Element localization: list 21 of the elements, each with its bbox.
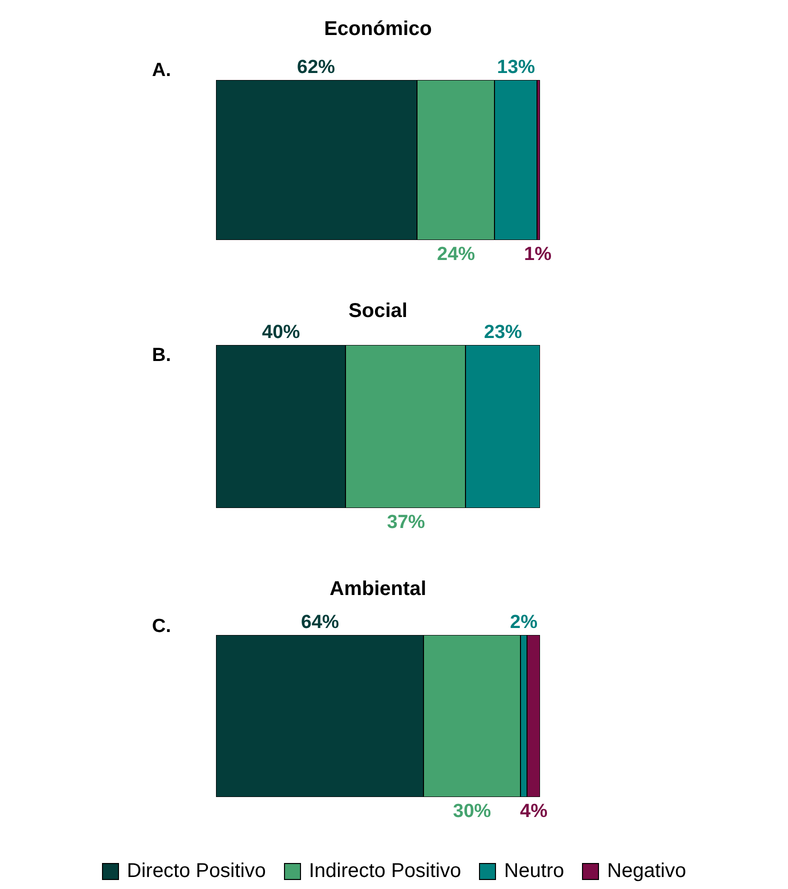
data-label: 30%	[453, 801, 492, 822]
data-label: 13%	[497, 57, 536, 78]
legend-label: Directo Positivo	[126, 860, 266, 883]
text: B.	[152, 345, 171, 366]
data-label: 24%	[437, 244, 476, 265]
data-label: 1%	[524, 244, 552, 265]
data-label: 4%	[520, 801, 548, 822]
chart-title: Económico	[324, 18, 432, 40]
legend-label: Neutro	[504, 860, 564, 883]
legend-label: Negativo	[607, 860, 686, 883]
chart-title: Ambiental	[330, 578, 426, 600]
legend-label: Indirecto Positivo	[308, 860, 462, 883]
data-label: 2%	[510, 612, 538, 633]
text: C.	[152, 616, 171, 637]
data-label: 64%	[301, 612, 340, 633]
data-label: 62%	[297, 57, 336, 78]
text: A.	[152, 60, 171, 81]
data-label: 37%	[387, 512, 426, 533]
chart-title: Social	[348, 300, 408, 322]
data-label: 23%	[484, 322, 522, 343]
data-label: 40%	[262, 322, 300, 343]
